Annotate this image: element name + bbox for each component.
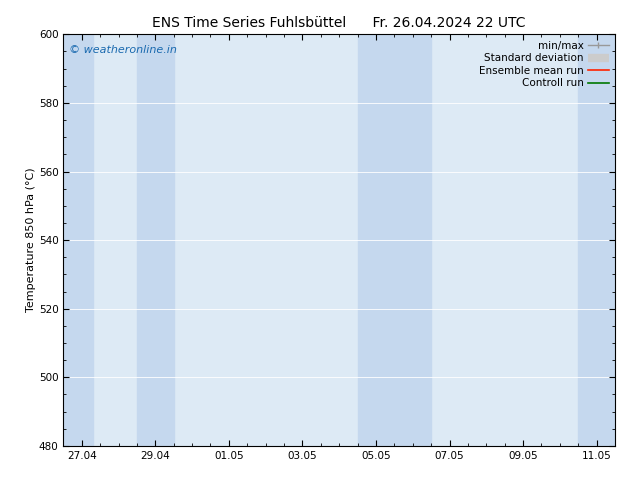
Bar <box>578 34 615 446</box>
Legend: min/max, Standard deviation, Ensemble mean run, Controll run: min/max, Standard deviation, Ensemble me… <box>475 36 613 93</box>
Text: © weatheronline.in: © weatheronline.in <box>69 45 177 54</box>
Bar <box>63 34 93 446</box>
Title: ENS Time Series Fuhlsbüttel      Fr. 26.04.2024 22 UTC: ENS Time Series Fuhlsbüttel Fr. 26.04.20… <box>152 16 526 30</box>
Bar <box>358 34 431 446</box>
Y-axis label: Temperature 850 hPa (°C): Temperature 850 hPa (°C) <box>26 168 36 313</box>
Bar <box>137 34 174 446</box>
